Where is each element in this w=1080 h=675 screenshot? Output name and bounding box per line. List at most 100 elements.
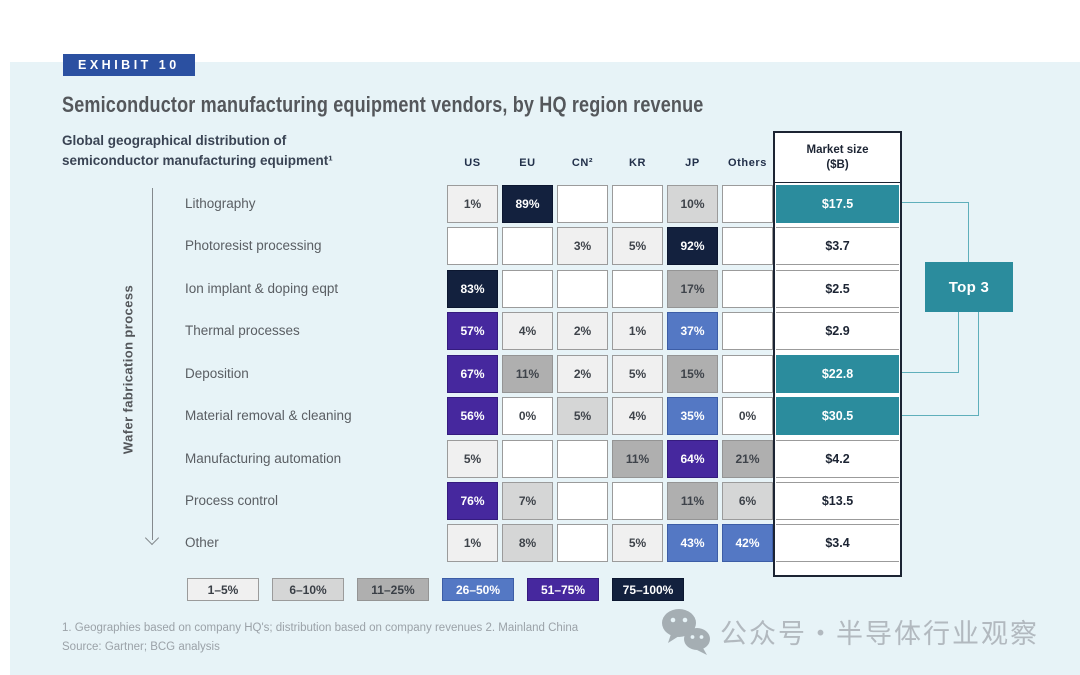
connector-line-lithography (902, 202, 968, 203)
row-label: Manufacturing automation (185, 451, 342, 466)
heat-cell (557, 270, 608, 308)
heat-cell: 67% (447, 355, 498, 393)
heat-cell: 1% (612, 312, 663, 350)
exhibit-badge-label: EXHIBIT 10 (78, 58, 180, 72)
column-header-cn: CN² (571, 157, 594, 169)
heat-cell: 11% (612, 440, 663, 478)
connector-line-deposition (902, 372, 958, 373)
heat-cell: 64% (667, 440, 718, 478)
heat-cell: 42% (722, 524, 773, 562)
heat-cell: 1% (447, 185, 498, 223)
watermark-text: 公众号・半导体行业观察 (720, 618, 1039, 649)
heat-cell: 43% (667, 524, 718, 562)
row-label: Photoresist processing (185, 238, 322, 253)
heat-cell: 8% (502, 524, 553, 562)
market-size-cell: $17.5 (776, 185, 899, 223)
heat-cell: 0% (502, 397, 553, 435)
connector-line-deposition (958, 312, 959, 373)
heat-cell (722, 227, 773, 265)
source-note: Source: Gartner; BCG analysis (62, 640, 220, 653)
heat-cell: 2% (557, 355, 608, 393)
heat-cell (722, 355, 773, 393)
market-size-cell: $3.7 (776, 227, 899, 265)
heat-cell: 10% (667, 185, 718, 223)
column-header-jp: JP (685, 157, 700, 169)
market-size-cell: $2.9 (776, 312, 899, 350)
heat-cell: 7% (502, 482, 553, 520)
heat-cell: 35% (667, 397, 718, 435)
heat-cell: 57% (447, 312, 498, 350)
footnote-geographies: 1. Geographies based on company HQ's; di… (62, 622, 579, 634)
heat-cell: 2% (557, 312, 608, 350)
column-header-others: Others (727, 157, 768, 169)
heat-cell (722, 312, 773, 350)
heat-cell (557, 482, 608, 520)
heat-cell (557, 185, 608, 223)
heat-cell (447, 227, 498, 265)
watermark: 公众号・半导体行业观察 (660, 606, 1039, 656)
market-size-header: Market size ($B) (775, 133, 900, 183)
connector-line-material-removal (978, 312, 979, 416)
row-label: Material removal & cleaning (185, 408, 352, 423)
top3-badge: Top 3 (925, 262, 1013, 312)
heat-cell: 11% (667, 482, 718, 520)
heat-cell (502, 227, 553, 265)
heat-cell: 76% (447, 482, 498, 520)
legend-item-11-25-: 11–25% (357, 578, 429, 601)
row-label: Other (185, 535, 219, 550)
market-size-cell: $30.5 (776, 397, 899, 435)
connector-line-material-removal (902, 415, 978, 416)
heat-cell: 56% (447, 397, 498, 435)
heat-cell (502, 440, 553, 478)
row-label: Deposition (185, 366, 249, 381)
row-label: Thermal processes (185, 323, 300, 338)
row-label: Ion implant & doping eqpt (185, 281, 339, 296)
heat-cell (722, 270, 773, 308)
legend-item-6-10-: 6–10% (272, 578, 344, 601)
heat-cell: 4% (502, 312, 553, 350)
heat-cell (612, 270, 663, 308)
connector-line-lithography (968, 202, 969, 263)
market-size-cell: $13.5 (776, 482, 899, 520)
heat-cell: 11% (502, 355, 553, 393)
market-size-header-label: Market size ($B) (806, 143, 869, 171)
heat-cell: 83% (447, 270, 498, 308)
heat-cell: 37% (667, 312, 718, 350)
heat-cell: 89% (502, 185, 553, 223)
heat-cell: 5% (612, 524, 663, 562)
heat-cell: 1% (447, 524, 498, 562)
heat-cell: 5% (447, 440, 498, 478)
heat-cell: 5% (557, 397, 608, 435)
chart-subtitle: Global geographical distribution of semi… (62, 133, 333, 168)
market-size-cell: $22.8 (776, 355, 899, 393)
wechat-icon (662, 609, 710, 655)
column-header-eu: EU (519, 157, 536, 169)
market-size-cell: $2.5 (776, 270, 899, 308)
legend-item-26-50-: 26–50% (442, 578, 514, 601)
row-label: Lithography (185, 196, 256, 211)
footnotes: 1. Geographies based on company HQ's; di… (62, 619, 722, 656)
heat-cell: 15% (667, 355, 718, 393)
row-label: Process control (185, 493, 279, 508)
page-title: Semiconductor manufacturing equipment ve… (62, 92, 704, 117)
heat-cell (557, 440, 608, 478)
heat-cell: 5% (612, 227, 663, 265)
heat-cell (502, 270, 553, 308)
heat-cell: 0% (722, 397, 773, 435)
column-header-kr: KR (628, 157, 647, 169)
heat-cell: 4% (612, 397, 663, 435)
exhibit-badge: EXHIBIT 10 (63, 54, 195, 76)
heat-cell: 92% (667, 227, 718, 265)
heat-cell (612, 482, 663, 520)
heat-cell: 21% (722, 440, 773, 478)
legend-item-51-75-: 51–75% (527, 578, 599, 601)
wafer-axis-arrow-line (152, 188, 153, 540)
wafer-axis-label: Wafer fabrication process (120, 284, 136, 455)
heat-cell: 5% (612, 355, 663, 393)
heat-cell: 17% (667, 270, 718, 308)
heat-cell (612, 185, 663, 223)
heat-cell: 3% (557, 227, 608, 265)
legend-item-75-100-: 75–100% (612, 578, 684, 601)
heat-cell (722, 185, 773, 223)
market-size-cell: $3.4 (776, 524, 899, 562)
